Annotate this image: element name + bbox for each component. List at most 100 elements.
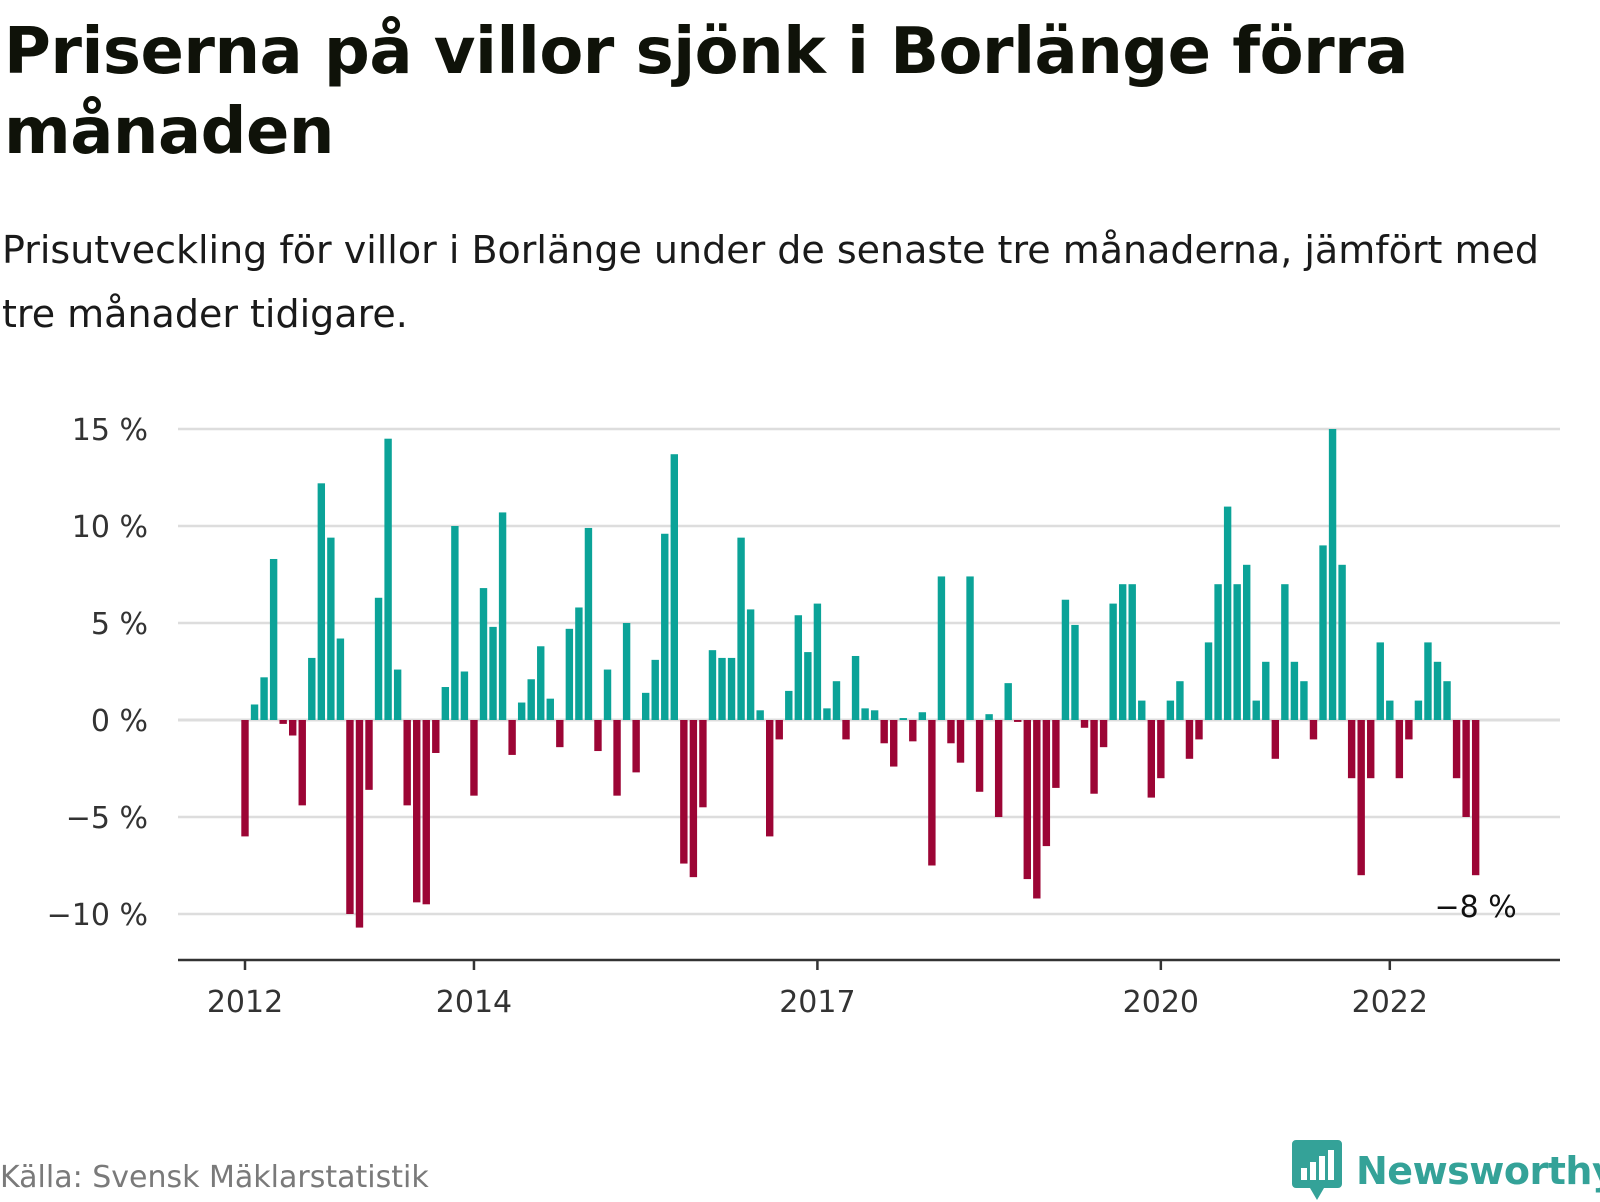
bar-negative <box>994 720 1003 817</box>
x-tick-label: 2017 <box>779 985 855 1020</box>
x-tick-label: 2014 <box>436 985 512 1020</box>
bar-negative <box>508 720 516 755</box>
x-axis-ticks: 2012 2014 2017 2020 2022 <box>207 960 1428 1020</box>
bar-negative <box>1033 720 1041 899</box>
bar-negative <box>594 720 602 752</box>
bar-positive <box>823 708 831 720</box>
bar-negative <box>346 720 354 914</box>
bar-positive <box>861 708 869 720</box>
bar-negative <box>680 720 688 864</box>
bar-positive <box>1138 700 1146 720</box>
bar-positive <box>374 597 383 720</box>
bar-positive <box>1118 584 1127 720</box>
bar-positive <box>746 609 755 720</box>
bar-negative <box>1023 720 1031 880</box>
bar-positive <box>804 652 812 720</box>
chart-subtitle: Prisutveckling för villor i Borlänge und… <box>2 228 1539 336</box>
bar-negative <box>947 720 955 744</box>
bar-negative <box>632 720 640 773</box>
bar-negative <box>1452 720 1461 779</box>
bar-negative <box>1309 720 1318 740</box>
bar-negative <box>1042 720 1051 847</box>
bar-positive <box>250 704 259 720</box>
bar-negative <box>1195 720 1203 740</box>
brand-logo: Newsworthy <box>1292 1140 1600 1202</box>
bar-positive <box>794 615 803 720</box>
bar-negative <box>766 720 774 837</box>
bar-positive <box>308 657 316 720</box>
x-tick-label: 2020 <box>1123 985 1199 1020</box>
bar-negative <box>1080 720 1089 728</box>
bar-positive <box>1338 564 1346 720</box>
bar-negative <box>613 720 621 796</box>
bar-negative <box>298 720 306 806</box>
bar-negative <box>241 720 249 837</box>
bar-positive <box>1223 506 1232 720</box>
bar-negative <box>279 720 287 724</box>
bar-positive <box>1166 700 1175 720</box>
bar-negative <box>432 720 440 753</box>
bar-positive <box>575 607 583 720</box>
bar-positive <box>1214 584 1222 720</box>
bar-negative <box>1367 720 1375 779</box>
bar-positive <box>727 657 736 720</box>
bar-negative <box>928 720 936 866</box>
bar-positive <box>1128 584 1136 720</box>
bar-negative <box>1347 720 1356 779</box>
y-tick-label: 10 % <box>72 510 148 545</box>
bar-negative <box>1405 720 1413 740</box>
bar-positive <box>393 669 402 720</box>
bar-positive <box>565 628 574 720</box>
bar-negative <box>413 720 421 903</box>
bar-positive <box>336 638 345 720</box>
bar-positive <box>1290 661 1299 720</box>
chart-title: Priserna på villor sjönk i Borlänge förr… <box>4 15 1408 169</box>
bar-positive <box>327 537 335 720</box>
bar-positive <box>870 710 879 720</box>
bar-positive <box>269 558 278 720</box>
bar-positive <box>918 712 927 720</box>
bar-negative <box>1185 720 1194 759</box>
bar-negative <box>1462 720 1470 817</box>
bar-positive <box>851 655 860 720</box>
bar-positive <box>317 483 326 720</box>
bar-positive <box>1386 700 1394 720</box>
bar-positive <box>603 669 612 720</box>
bars <box>241 429 1480 928</box>
newsworthy-logo-icon <box>1292 1140 1342 1200</box>
bar-positive <box>708 650 717 720</box>
bar-positive <box>451 526 459 720</box>
bar-negative <box>1099 720 1108 748</box>
bar-negative <box>355 720 364 928</box>
bar-negative <box>1090 720 1098 794</box>
bar-positive <box>489 626 497 720</box>
bar-negative <box>1014 720 1022 722</box>
x-tick-label: 2012 <box>207 985 283 1020</box>
bar-positive <box>498 512 507 720</box>
bar-positive <box>718 657 726 720</box>
bar-negative <box>890 720 898 767</box>
bar-negative <box>1395 720 1404 779</box>
bar-positive <box>1071 624 1079 720</box>
bar-positive <box>1328 429 1337 720</box>
bar-positive <box>670 454 678 720</box>
bar-positive <box>1319 545 1327 720</box>
bar-positive <box>622 623 631 720</box>
bar-negative <box>689 720 698 878</box>
bar-positive <box>584 527 593 720</box>
bar-positive <box>1300 681 1308 720</box>
bar-positive <box>546 698 554 720</box>
bar-positive <box>1414 700 1423 720</box>
bar-positive <box>661 533 669 720</box>
bar-positive <box>1109 603 1117 720</box>
bar-positive <box>1243 564 1251 720</box>
bar-positive <box>1233 584 1241 720</box>
y-tick-label: 15 % <box>72 413 148 448</box>
bar-negative <box>365 720 373 790</box>
x-tick-label: 2022 <box>1352 985 1428 1020</box>
bar-positive <box>1262 661 1270 720</box>
y-tick-label: −5 % <box>66 801 148 836</box>
bar-positive <box>1061 599 1070 720</box>
bar-positive <box>1424 642 1432 720</box>
bar-positive <box>737 537 745 720</box>
